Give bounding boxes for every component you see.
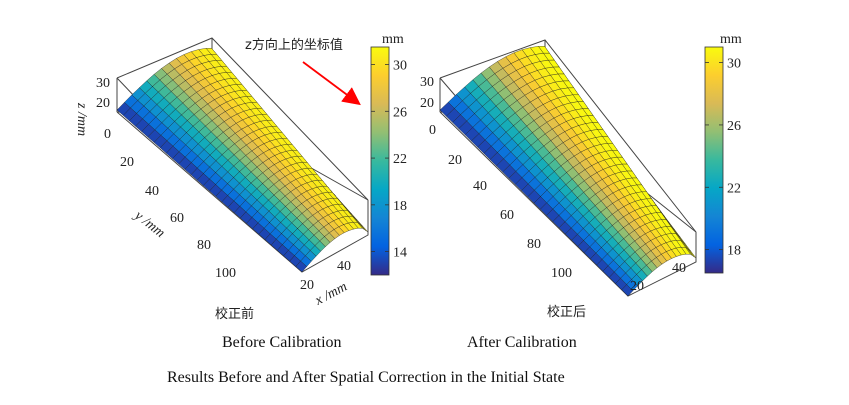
x-tick-label: 40 <box>672 261 686 276</box>
y-tick-label: 20 <box>120 155 134 170</box>
colorbar-tick-label: 18 <box>393 199 407 214</box>
y-tick-label: 20 <box>448 153 462 168</box>
right-surface-patch <box>621 284 634 297</box>
colorbar-tick-label: 18 <box>727 244 741 259</box>
left-tick-labels: 20 40 60 80 100 20 40 0 20 30 <box>96 76 351 293</box>
colorbar-tick-label: 14 <box>393 246 407 261</box>
y-tick-label: 60 <box>500 208 514 223</box>
y-tick-label: 40 <box>145 184 159 199</box>
right-caption: After Calibration <box>467 334 577 351</box>
right-surface <box>439 46 697 297</box>
y-tick-label: 60 <box>170 211 184 226</box>
right-cjk-label: 校正后 <box>547 304 586 320</box>
right-tick-labels: 20 40 60 80 100 20 40 0 20 30 <box>420 75 686 294</box>
right-colorbar-unit: mm <box>720 32 742 47</box>
left-surface-patch <box>295 260 307 273</box>
left-y-axis-label: y /mm <box>130 207 167 241</box>
colorbar-tick-label: 26 <box>393 105 407 120</box>
annotation-text: z方向上的坐标值 <box>245 37 343 53</box>
left-colorbar-ticks: 30 26 22 18 14 <box>371 59 407 261</box>
left-panel: 20 40 60 80 100 20 40 0 20 30 z /mm y /mm x /mm 校… <box>74 32 407 322</box>
x-tick-label: 20 <box>630 279 644 294</box>
figure-caption: Results Before and After Spatial Correct… <box>167 369 565 386</box>
colorbar-tick-label: 26 <box>727 119 741 134</box>
z-tick-label: 20 <box>420 96 434 111</box>
annotation-arrow <box>302 61 361 106</box>
y-tick-label: 100 <box>215 266 236 281</box>
z-tick-label: 30 <box>96 76 110 91</box>
right-colorbar-ticks: 30 26 22 18 <box>705 57 741 259</box>
left-z-axis-label: z /mm <box>74 102 89 136</box>
y-tick-label: 80 <box>197 238 211 253</box>
z-tick-label: 0 <box>429 123 436 138</box>
colorbar-tick-label: 22 <box>727 181 741 196</box>
left-surface <box>116 48 369 273</box>
y-tick-label: 80 <box>527 237 541 252</box>
left-colorbar <box>370 46 390 276</box>
colorbar-tick-label: 22 <box>393 152 407 167</box>
colorbar-tick-label: 30 <box>393 59 407 74</box>
right-panel: 20 40 60 80 100 20 40 0 20 30 校正后 mm 30 26 22 18 <box>420 32 742 320</box>
z-tick-label: 30 <box>420 75 434 90</box>
left-cjk-label: 校正前 <box>215 306 254 322</box>
left-caption: Before Calibration <box>222 334 342 351</box>
colorbar-tick-label: 30 <box>727 57 741 72</box>
x-tick-label: 40 <box>337 259 351 274</box>
y-tick-label: 100 <box>551 266 572 281</box>
y-tick-label: 40 <box>473 179 487 194</box>
right-colorbar <box>704 46 724 274</box>
x-tick-label: 20 <box>300 278 314 293</box>
left-colorbar-unit: mm <box>382 32 404 47</box>
z-tick-label: 0 <box>104 127 111 142</box>
left-x-axis-label: x /mm <box>312 279 350 309</box>
z-tick-label: 20 <box>96 96 110 111</box>
